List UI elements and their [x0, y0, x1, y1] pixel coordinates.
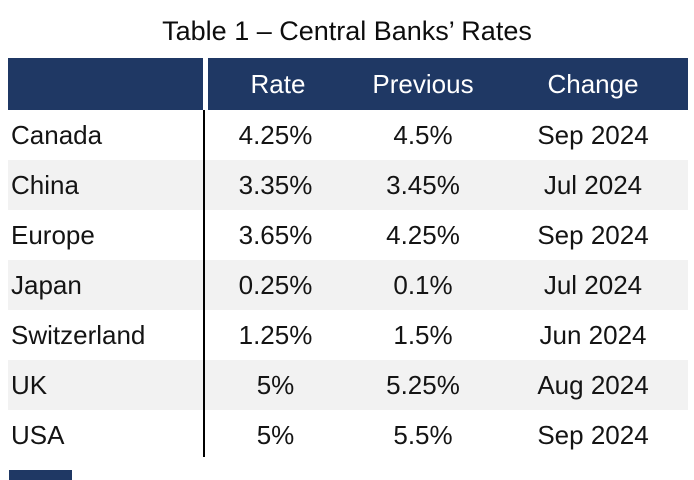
table-title: Table 1 – Central Banks’ Rates	[162, 16, 532, 46]
central-banks-rates-table: Rate Previous Change Canada 4.25% 4.5% S…	[8, 58, 688, 460]
cell-change: Jun 2024	[539, 319, 647, 350]
table-row: Japan 0.25% 0.1% Jul 2024	[8, 260, 688, 310]
bottom-accent-bar	[9, 470, 72, 480]
cell-previous: 5.5%	[393, 419, 453, 450]
cell-change: Sep 2024	[537, 419, 649, 450]
cell-country: Switzerland	[11, 319, 146, 350]
table-row: Europe 3.65% 4.25% Sep 2024	[8, 210, 688, 260]
cell-previous: 4.5%	[393, 119, 453, 150]
cell-rate: 0.25%	[238, 269, 313, 300]
cell-previous: 0.1%	[393, 269, 453, 300]
table-row: Canada 4.25% 4.5% Sep 2024	[8, 110, 688, 160]
header-cell-rate: Rate	[203, 58, 348, 110]
cell-change: Sep 2024	[537, 119, 649, 150]
header-cell-country	[8, 58, 203, 110]
cell-country: Europe	[11, 219, 95, 250]
cell-change: Aug 2024	[537, 369, 649, 400]
table-row: USA 5% 5.5% Sep 2024	[8, 410, 688, 460]
cell-rate: 4.25%	[238, 119, 313, 150]
cell-rate: 3.35%	[238, 169, 313, 200]
table-row: Switzerland 1.25% 1.5% Jun 2024	[8, 310, 688, 360]
cell-previous: 1.5%	[393, 319, 453, 350]
cell-change: Jul 2024	[543, 169, 643, 200]
table-header-row: Rate Previous Change	[8, 58, 688, 110]
header-cell-previous: Previous	[348, 58, 498, 110]
cell-rate: 5%	[256, 419, 295, 450]
cell-country: Japan	[11, 269, 82, 300]
header-cell-change: Change	[498, 58, 688, 110]
cell-previous: 4.25%	[386, 219, 460, 250]
cell-previous: 3.45%	[386, 169, 460, 200]
column-divider-line	[203, 110, 205, 457]
cell-country: USA	[11, 419, 65, 450]
cell-previous: 5.25%	[386, 369, 460, 400]
table-row: UK 5% 5.25% Aug 2024	[8, 360, 688, 410]
table-row: China 3.35% 3.45% Jul 2024	[8, 160, 688, 210]
cell-country: China	[11, 169, 79, 200]
cell-rate: 5%	[256, 369, 295, 400]
cell-rate: 1.25%	[238, 319, 313, 350]
cell-country: Canada	[11, 119, 103, 150]
cell-rate: 3.65%	[238, 219, 313, 250]
cell-change: Jul 2024	[543, 269, 643, 300]
cell-country: UK	[11, 369, 48, 400]
cell-change: Sep 2024	[537, 219, 649, 250]
